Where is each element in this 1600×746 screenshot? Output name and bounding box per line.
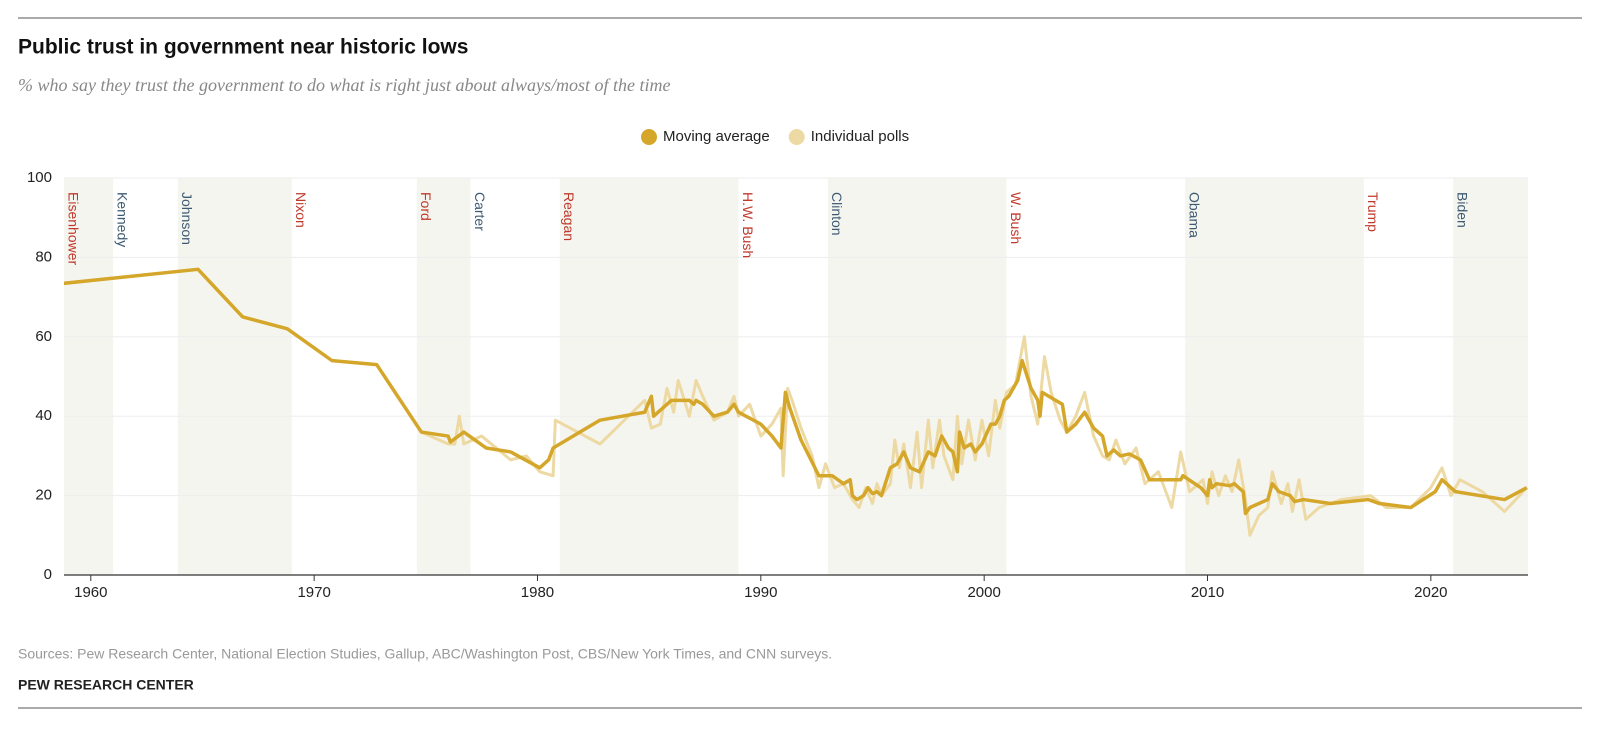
term-band	[416, 178, 471, 575]
president-label: Trump	[1365, 192, 1381, 232]
y-tick-label: 40	[35, 407, 52, 424]
legend-label: Individual polls	[811, 128, 909, 145]
x-tick-label: 2010	[1191, 584, 1224, 601]
y-tick-label: 80	[35, 248, 52, 265]
term-band	[559, 178, 739, 575]
x-tick-label: 1960	[74, 584, 107, 601]
president-label: Johnson	[179, 192, 195, 245]
x-tick-label: 2020	[1414, 584, 1447, 601]
lines	[64, 267, 1528, 537]
y-tick-label: 60	[35, 328, 52, 345]
series-line	[64, 267, 1528, 516]
series-line	[64, 267, 1528, 537]
source: Sources: Pew Research Center, National E…	[18, 646, 832, 662]
term-band	[827, 178, 1007, 575]
y-tick-label: 20	[35, 487, 52, 504]
x-tick-label: 1970	[297, 584, 330, 601]
labels: Eisenhower Kennedy Johnson Nixon Ford Carter R…	[27, 128, 1471, 601]
president-label: Biden	[1454, 192, 1470, 228]
y-tick-label: 100	[27, 169, 52, 186]
president-label: Ford	[418, 192, 434, 221]
term-band	[177, 178, 292, 575]
legend-swatch	[788, 129, 805, 145]
president-shading	[64, 178, 1528, 575]
legend-label: Moving average	[663, 128, 770, 145]
term-band	[1453, 178, 1528, 575]
president-label: Carter	[472, 192, 488, 231]
x-tick-label: 2000	[967, 584, 1000, 601]
president-label: Clinton	[829, 192, 845, 236]
president-label: Obama	[1186, 192, 1202, 238]
chart-title: Public trust in government near historic…	[18, 36, 468, 59]
term-band	[1185, 178, 1364, 575]
grid	[64, 177, 1528, 581]
president-label: W. Bush	[1008, 192, 1024, 244]
x-tick-label: 1990	[744, 584, 777, 601]
president-label: Nixon	[293, 192, 309, 228]
x-tick-label: 1980	[521, 584, 554, 601]
chart-subtitle: % who say they trust the government to d…	[18, 75, 670, 95]
president-label: Kennedy	[114, 192, 130, 247]
brand: PEW RESEARCH CENTER	[18, 677, 194, 693]
y-tick-label: 0	[44, 566, 52, 583]
president-label: H.W. Bush	[740, 192, 756, 258]
legend-swatch	[641, 129, 657, 145]
president-label: Eisenhower	[65, 192, 81, 265]
president-label: Reagan	[561, 192, 577, 241]
term-band	[64, 178, 114, 575]
